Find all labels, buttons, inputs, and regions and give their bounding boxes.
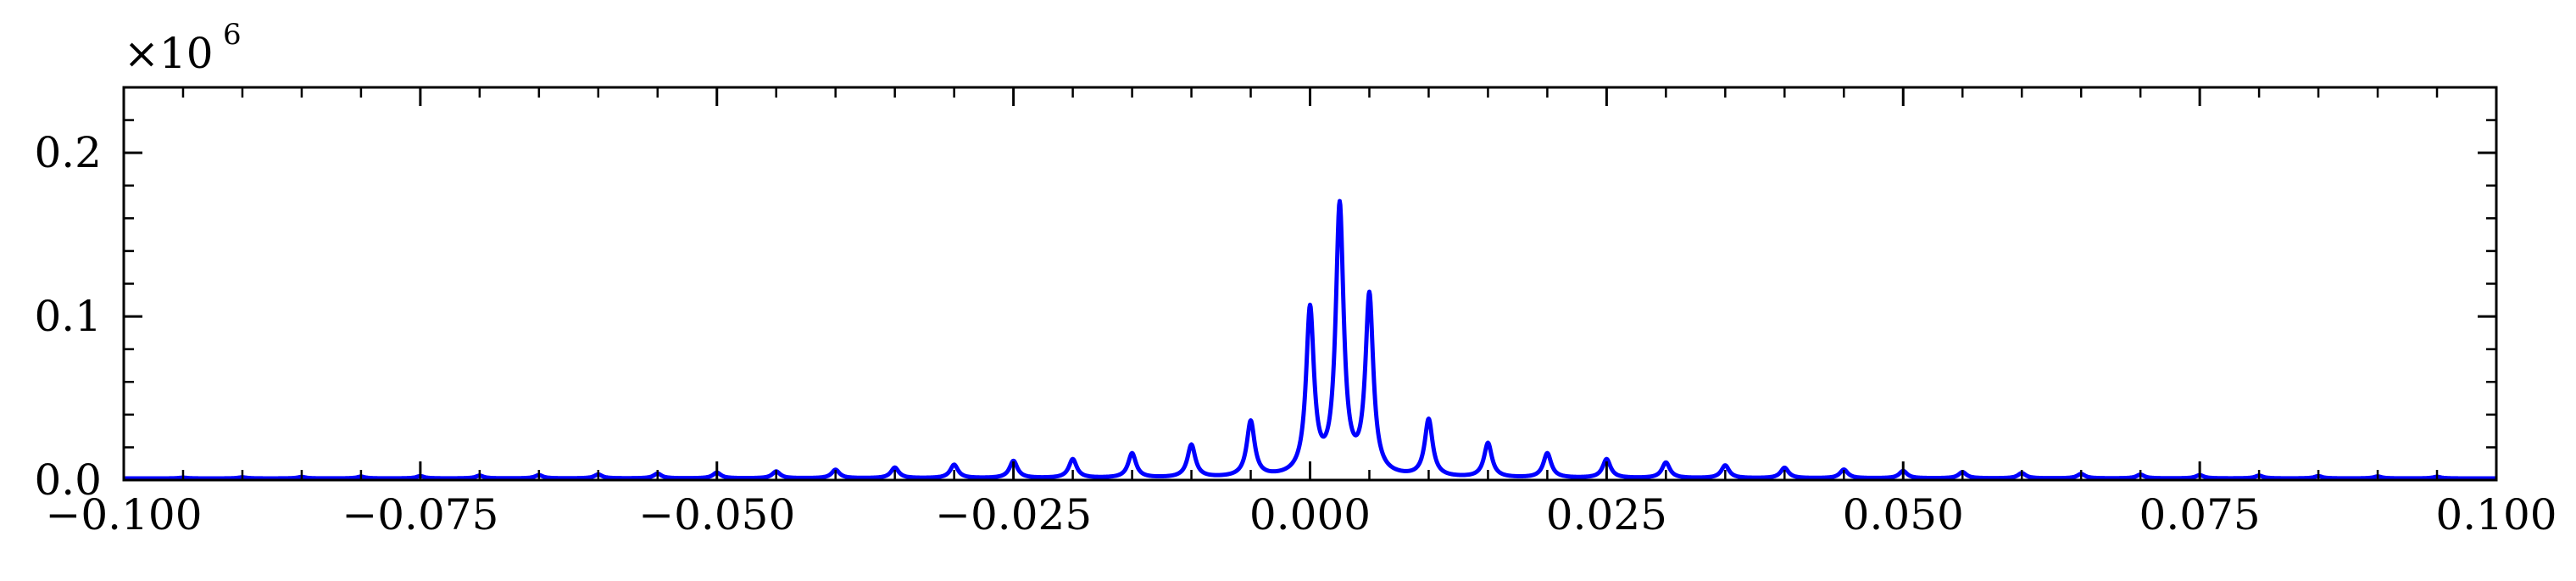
y-tick-label: 0.2 bbox=[34, 128, 102, 177]
y-axis-multiplier: ×10 6 bbox=[124, 18, 242, 78]
y-multiplier-base: ×10 bbox=[124, 29, 214, 78]
x-tick-label: 0.025 bbox=[1546, 490, 1667, 539]
x-tick-label: −0.100 bbox=[45, 490, 202, 539]
x-tick-label: 0.050 bbox=[1843, 490, 1964, 539]
series-line bbox=[122, 198, 2498, 481]
y-multiplier-exponent: 6 bbox=[223, 18, 242, 52]
x-tick-label: 0.075 bbox=[2139, 490, 2261, 539]
x-axis: −0.100 −0.075 −0.050 −0.025 0.000 0.025 0.050 0… bbox=[45, 87, 2557, 539]
x-tick-label: 0.000 bbox=[1249, 490, 1371, 539]
x-tick-label: −0.050 bbox=[638, 490, 795, 539]
y-axis: 0.0 0.1 0.2 bbox=[34, 119, 2496, 505]
x-tick-label: −0.025 bbox=[935, 490, 1092, 539]
plot-frame bbox=[122, 86, 2498, 482]
y-tick-label: 0.1 bbox=[34, 292, 102, 341]
x-tick-label: −0.075 bbox=[342, 490, 498, 539]
y-tick-label: 0.0 bbox=[34, 455, 102, 505]
x-tick-label: 0.100 bbox=[2435, 490, 2557, 539]
